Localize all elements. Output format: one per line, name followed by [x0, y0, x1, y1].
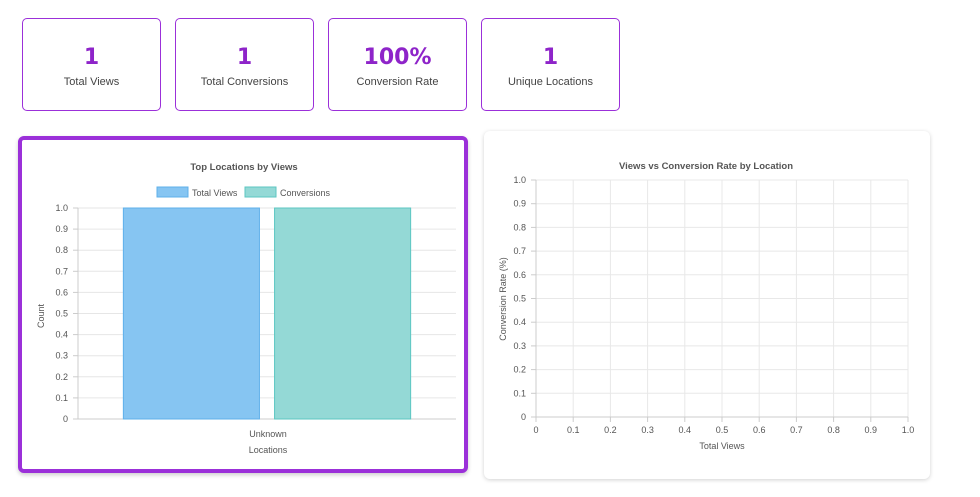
stat-value: 1 [83, 45, 100, 70]
legend-swatch-views[interactable] [156, 186, 189, 198]
x-tick-label: 1.0 [902, 425, 915, 435]
y-tick-label: 0.1 [513, 388, 526, 398]
y-tick-label: 0.5 [513, 294, 526, 304]
y-tick-label: 0.9 [55, 224, 68, 234]
y-tick-label: 0 [521, 412, 526, 422]
y-tick-label: 0 [63, 414, 68, 424]
x-category-label: Unknown [249, 429, 287, 439]
y-axis-ticks: 0 0.1 0.2 0.3 0.4 0.5 0.6 0.7 0.8 0.9 1.0 [513, 175, 526, 422]
stat-card-total-views: 1 Total Views [22, 18, 161, 111]
x-axis-ticks: 0 0.1 0.2 0.3 0.4 0.5 0.6 0.7 0.8 0.9 1.0 [533, 425, 914, 435]
y-tick-label: 0.3 [55, 351, 68, 361]
x-tick-label: 0.6 [753, 425, 766, 435]
views-vs-conversion-chart-panel: Views vs Conversion Rate by Location 0 0.… [484, 131, 930, 479]
x-axis-label: Total Views [699, 441, 745, 451]
bar-total-views [122, 207, 260, 420]
y-tick-label: 0.4 [55, 330, 68, 340]
chart-title: Top Locations by Views [190, 162, 297, 173]
x-tick-label: 0.1 [567, 425, 580, 435]
y-tick-label: 1.0 [55, 203, 68, 213]
y-tick-label: 0.6 [55, 287, 68, 297]
y-tick-label: 0.7 [513, 246, 526, 256]
x-tick-label: 0.5 [716, 425, 729, 435]
chart-grid [531, 179, 909, 422]
top-locations-bar-chart: Top Locations by Views Total Views Conve… [36, 162, 456, 455]
x-tick-label: 0.2 [604, 425, 617, 435]
stat-label: Conversion Rate [356, 76, 439, 88]
x-tick-label: 0.4 [679, 425, 692, 435]
chart-title: Views vs Conversion Rate by Location [619, 161, 793, 172]
x-tick-label: 0.9 [865, 425, 878, 435]
y-tick-label: 0.9 [513, 199, 526, 209]
x-tick-label: 0 [533, 425, 538, 435]
stat-card-conversion-rate: 100% Conversion Rate [328, 18, 467, 111]
y-axis-label: Conversion Rate (%) [498, 257, 508, 341]
bar-conversions [274, 207, 412, 420]
y-tick-label: 0.2 [513, 365, 526, 375]
y-tick-label: 0.4 [513, 317, 526, 327]
y-tick-label: 0.3 [513, 341, 526, 351]
y-tick-label: 0.6 [513, 270, 526, 280]
y-axis-ticks: 0 0.1 0.2 0.3 0.4 0.5 0.6 0.7 0.8 0.9 1.0 [55, 203, 68, 424]
y-tick-label: 0.7 [55, 266, 68, 276]
y-tick-label: 0.1 [55, 393, 68, 403]
x-axis-label: Locations [249, 445, 288, 455]
chart-legend: Total Views Conversions [156, 186, 331, 198]
stat-value: 100% [363, 45, 432, 70]
legend-label-conversions[interactable]: Conversions [280, 188, 331, 198]
stat-label: Unique Locations [507, 76, 593, 88]
y-tick-label: 1.0 [513, 175, 526, 185]
y-tick-label: 0.8 [513, 222, 526, 232]
stat-label: Total Conversions [200, 76, 289, 88]
stat-card-total-conversions: 1 Total Conversions [175, 18, 314, 111]
stat-label: Total Views [63, 76, 120, 88]
y-axis-label: Count [36, 304, 46, 329]
x-tick-label: 0.3 [641, 425, 654, 435]
stat-value: 1 [542, 45, 559, 70]
legend-label-views[interactable]: Total Views [192, 188, 238, 198]
y-tick-label: 0.8 [55, 245, 68, 255]
chart-bars [122, 207, 412, 420]
y-tick-label: 0.5 [55, 309, 68, 319]
y-tick-label: 0.2 [55, 372, 68, 382]
legend-swatch-conversions[interactable] [244, 186, 277, 198]
top-locations-chart-panel: Top Locations by Views Total Views Conve… [18, 136, 468, 473]
views-vs-conversion-scatter-chart: Views vs Conversion Rate by Location 0 0.… [498, 161, 914, 451]
stat-card-unique-locations: 1 Unique Locations [481, 18, 620, 111]
x-tick-label: 0.8 [827, 425, 840, 435]
x-tick-label: 0.7 [790, 425, 803, 435]
stat-value: 1 [236, 45, 253, 70]
